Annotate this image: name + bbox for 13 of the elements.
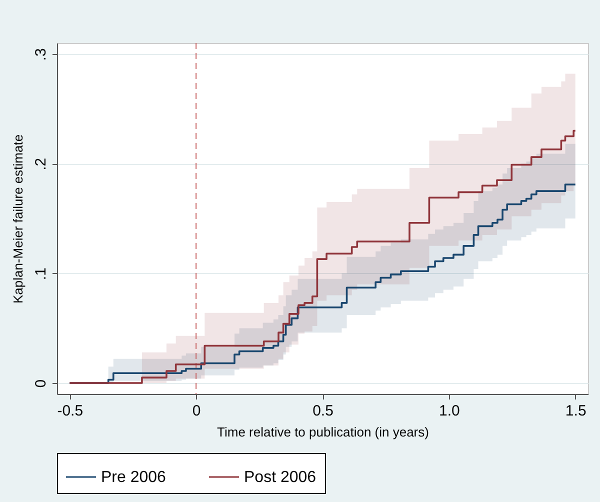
y-tick-label: .3 <box>32 48 50 61</box>
x-tick-label: 0.5 <box>312 402 334 420</box>
x-axis-title: Time relative to publication (in years) <box>217 424 429 440</box>
x-tick-label: 0 <box>192 402 201 420</box>
y-axis-title: Kaplan-Meier failure estimate <box>10 134 26 304</box>
x-tick-label: 1.0 <box>439 402 460 420</box>
y-tick-label: .2 <box>32 158 50 170</box>
legend-label: Pre 2006 <box>101 469 166 486</box>
y-tick-label: .1 <box>32 268 50 280</box>
legend-label: Post 2006 <box>244 469 316 486</box>
y-tick-label: 0 <box>32 379 50 388</box>
x-tick-label: -0.5 <box>57 402 84 420</box>
x-tick-label: 1.5 <box>565 402 586 420</box>
